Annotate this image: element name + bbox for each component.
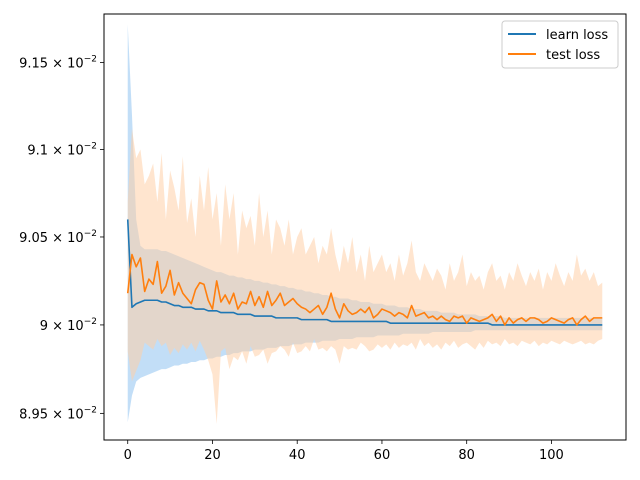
y-tick-label: 9.1 × 10−2	[27, 141, 97, 158]
y-tick-label: 8.95 × 10−2	[19, 405, 97, 422]
legend-label-test-loss: test loss	[546, 48, 600, 63]
series-lines	[126, 219, 603, 326]
x-tick-label: 20	[204, 448, 221, 463]
legend: learn loss test loss	[501, 20, 619, 69]
y-tick-label: 9.15 × 10−2	[19, 55, 97, 72]
y-tick-label: 9 × 10−2	[40, 317, 97, 334]
legend-label-learn-loss: learn loss	[546, 28, 608, 43]
y-tick-label: 9.05 × 10−2	[19, 229, 97, 246]
legend-box	[501, 20, 619, 69]
x-tick-label: 80	[458, 448, 475, 463]
learn-loss-line	[126, 219, 603, 326]
test-loss-line	[126, 253, 603, 326]
y-axis-ticks: 8.95 × 10−2 9 × 10−2 9.05 × 10−2 9.1 × 10−2…	[19, 55, 104, 422]
x-tick-label: 0	[124, 448, 132, 463]
plot-frame	[103, 13, 627, 441]
test-loss-band	[127, 128, 603, 425]
x-tick-label: 60	[374, 448, 391, 463]
x-tick-label: 40	[289, 448, 306, 463]
x-axis-ticks: 0 20 40 60 80 100	[124, 440, 564, 463]
x-tick-label: 100	[539, 448, 564, 463]
